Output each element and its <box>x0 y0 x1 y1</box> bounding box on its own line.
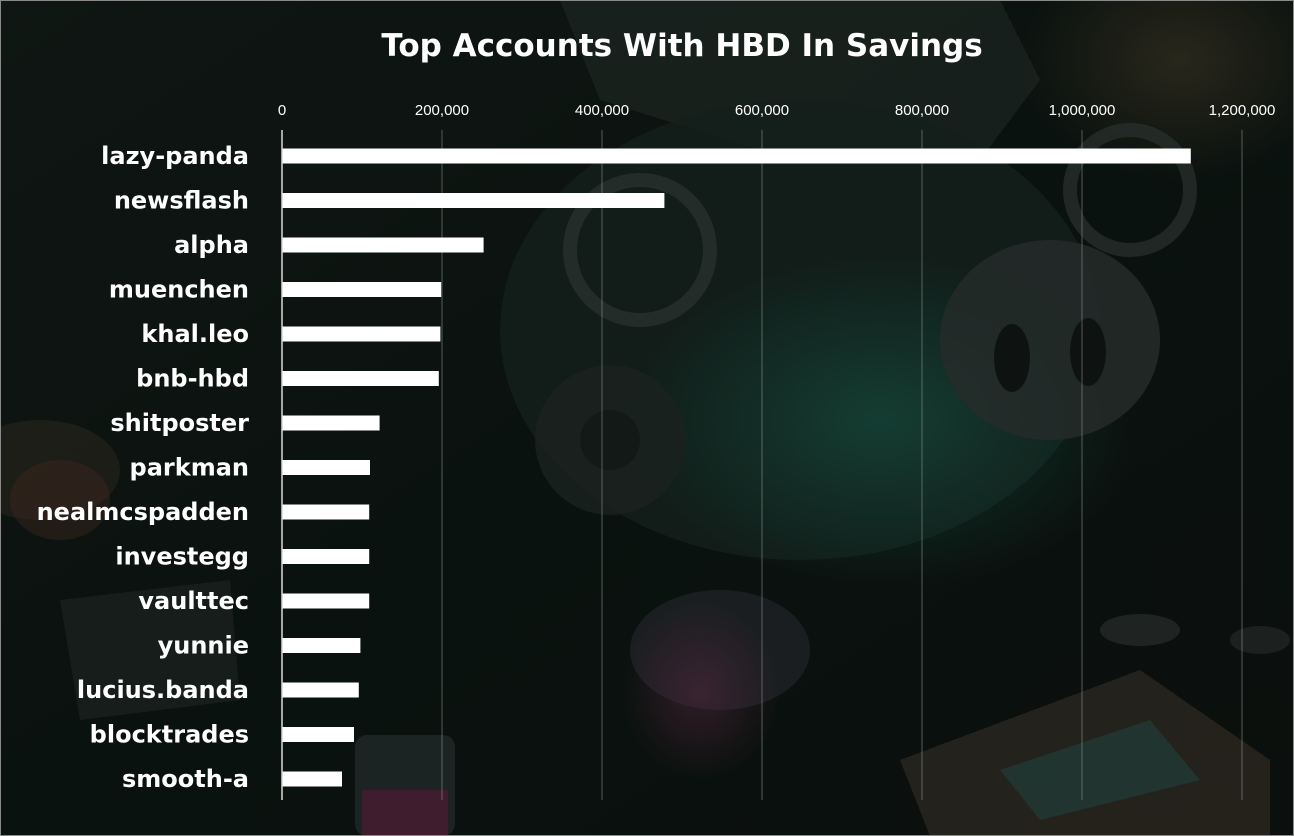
bar-vaulttec <box>282 593 370 609</box>
bar-nealmcspadden <box>282 504 370 520</box>
category-label: blocktrades <box>90 721 249 749</box>
bar-newsflash <box>282 193 665 208</box>
bar-investegg <box>282 549 370 564</box>
bar-lazy-panda <box>282 148 1191 164</box>
category-label: lucius.banda <box>77 676 249 704</box>
category-label: muenchen <box>109 276 249 304</box>
category-label: newsflash <box>114 187 249 215</box>
gridlines <box>441 130 1243 800</box>
category-label: vaulttec <box>138 587 249 615</box>
category-label: smooth-a <box>122 765 249 793</box>
category-label: nealmcspadden <box>37 498 249 526</box>
x-tick-label: 400,000 <box>575 102 629 119</box>
x-tick-label: 200,000 <box>415 102 469 119</box>
category-label: shitposter <box>110 409 249 437</box>
bar-shitposter <box>282 415 380 431</box>
bar-khal-leo <box>282 326 441 342</box>
x-tick-label: 1,200,000 <box>1209 102 1276 119</box>
x-tick-label: 1,000,000 <box>1049 102 1116 119</box>
category-label: investegg <box>115 543 249 571</box>
bar-blocktrades <box>282 727 354 742</box>
bar-muenchen <box>282 282 442 297</box>
category-label: khal.leo <box>141 320 249 348</box>
x-tick-label: 800,000 <box>895 102 949 119</box>
chart-title: Top Accounts With HBD In Savings <box>381 28 982 64</box>
x-tick-label: 600,000 <box>735 102 789 119</box>
x-axis-tick-labels: 0 200,000 400,000 600,000 800,000 1,000,000 1,… <box>278 102 1276 119</box>
bars <box>282 148 1191 787</box>
bar-parkman <box>282 460 370 475</box>
category-label: alpha <box>174 231 249 259</box>
category-label: yunnie <box>158 632 249 660</box>
category-label: parkman <box>130 454 249 482</box>
bar-smooth-a <box>282 771 342 787</box>
category-label: lazy-panda <box>101 142 249 170</box>
bar-bnb-hbd <box>282 371 439 386</box>
bar-alpha <box>282 237 484 253</box>
bar-yunnie <box>282 638 361 653</box>
x-tick-label: 0 <box>278 102 286 119</box>
category-label: bnb-hbd <box>136 365 249 393</box>
bar-lucius-banda <box>282 682 359 698</box>
category-labels: lazy-panda newsflash alpha muenchen khal.leo… <box>37 142 250 793</box>
